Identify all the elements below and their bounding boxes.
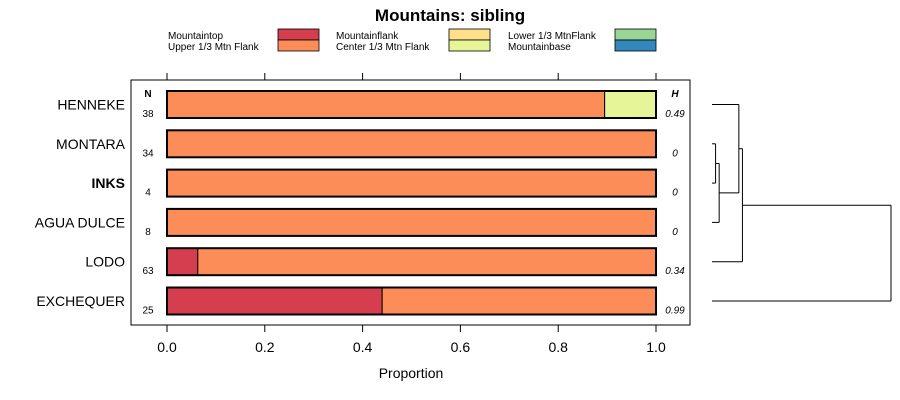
bar-segment	[166, 287, 383, 315]
category-label: HENNEKE	[57, 97, 125, 113]
bar-segment	[166, 129, 657, 158]
bar-segment	[166, 90, 606, 119]
h-value: 0	[672, 227, 678, 238]
chart-title: Mountains: sibling	[375, 6, 525, 25]
x-tick-label: 0.6	[451, 339, 471, 355]
category-label: MONTARA	[56, 136, 126, 152]
legend-swatch	[614, 28, 657, 41]
bar-segment	[381, 287, 657, 315]
bar-outline	[166, 286, 657, 316]
x-tick-label: 0.0	[157, 339, 177, 355]
x-tick-label: 0.2	[255, 339, 275, 355]
dendrogram	[712, 104, 892, 302]
n-value: 8	[145, 227, 151, 238]
legend-swatch	[448, 28, 491, 41]
legend-swatch	[614, 39, 657, 52]
legend-swatch	[448, 39, 491, 52]
h-value: 0	[672, 148, 678, 159]
bar-outline	[166, 129, 657, 159]
n-value: 34	[142, 148, 154, 159]
h-value: 0.99	[665, 306, 685, 317]
legend-label: Mountainbase	[508, 42, 571, 53]
x-tick-label: 1.0	[646, 339, 666, 355]
category-label: INKS	[92, 175, 125, 191]
category-label: AGUA DULCE	[35, 214, 125, 230]
n-value: 63	[142, 266, 154, 277]
bar-outline	[166, 207, 657, 237]
legend-label: Mountainflank	[336, 31, 399, 42]
bar-outline	[166, 247, 657, 277]
category-label: EXCHEQUER	[36, 293, 125, 309]
n-column-header: N	[144, 89, 151, 100]
legend-label: Center 1/3 Mtn Flank	[336, 42, 430, 53]
bar-segment	[604, 90, 657, 119]
legend-swatch	[277, 39, 320, 52]
legend-label: Upper 1/3 Mtn Flank	[168, 42, 260, 53]
n-value: 4	[145, 188, 151, 199]
h-value: 0.34	[665, 266, 685, 277]
legend-label: Mountaintop	[168, 31, 223, 42]
x-axis-label: Proportion	[379, 365, 444, 381]
top-axis-ticks	[166, 73, 657, 80]
x-tick-label: 0.8	[548, 339, 568, 355]
x-axis: 0.0 0.2 0.4 0.6 0.8 1.0	[157, 325, 666, 355]
bar-outline	[166, 168, 657, 198]
category-label: LODO	[85, 254, 125, 270]
h-value: 0	[672, 188, 678, 199]
bar-outline	[166, 90, 657, 119]
n-value: 25	[142, 306, 154, 317]
legend-swatch	[277, 28, 320, 41]
bar-segment	[166, 247, 199, 276]
bar-segment	[166, 208, 657, 237]
bar-segment	[197, 247, 657, 276]
x-tick-label: 0.4	[353, 339, 373, 355]
h-column-header: H	[671, 89, 679, 100]
bar-segment	[166, 169, 657, 198]
n-value: 38	[142, 109, 154, 120]
bar-rows: HENNEKE 38 0.49 MONTARA 34 0 INKS 4 0 AGUA DULCE 8…	[35, 90, 685, 317]
plot-frame	[130, 79, 691, 326]
legend-label: Lower 1/3 MtnFlank	[508, 31, 597, 42]
h-value: 0.49	[665, 109, 685, 120]
